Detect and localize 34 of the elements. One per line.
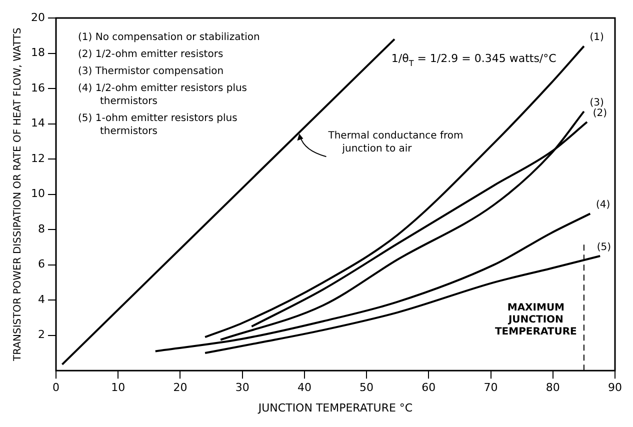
x-tick-label: 70 bbox=[484, 381, 498, 394]
y-tick-label: 16 bbox=[30, 81, 45, 94]
series-label: (4) bbox=[596, 200, 610, 211]
x-tick-label: 50 bbox=[360, 381, 374, 394]
y-tick-label: 14 bbox=[30, 116, 45, 130]
annotation: (3) Thermistor compensation bbox=[78, 66, 224, 77]
annotation: (1) No compensation or stabilization bbox=[78, 32, 260, 43]
y-tick-label: 20 bbox=[30, 10, 45, 24]
y-axis-title: TRANSISTOR POWER DISSIPATION OR RATE OF HEAT FLOW, WATTS bbox=[12, 28, 24, 362]
x-axis-title: JUNCTION TEMPERATURE °C bbox=[257, 401, 413, 414]
y-tick-label: 12 bbox=[30, 152, 45, 165]
y-tick-label: 18 bbox=[30, 46, 45, 60]
series-label: (1) bbox=[590, 32, 604, 44]
annotation: (5) 1-ohm emitter resistors plus thermistors bbox=[78, 113, 238, 137]
y-tick-label: 2 bbox=[38, 328, 45, 342]
y-tick-label: 6 bbox=[38, 258, 45, 271]
x-tick-label: 40 bbox=[297, 381, 312, 394]
series-label: (2) bbox=[592, 108, 608, 120]
y-tick-label: 10 bbox=[30, 187, 45, 200]
y-tick-label: 8 bbox=[38, 222, 45, 236]
ref-line-label: MAXIMUM JUNCTION TEMPERATURE bbox=[494, 302, 578, 338]
annotation: Thermal conductance from junction to air bbox=[327, 130, 464, 155]
x-tick-label: 80 bbox=[546, 381, 560, 394]
x-tick-label: 30 bbox=[235, 381, 250, 394]
series-label: (3) bbox=[590, 97, 604, 108]
x-tick-label: 10 bbox=[111, 381, 126, 394]
x-tick-label: 90 bbox=[608, 381, 622, 394]
annotation: (2) 1/2-ohm emitter resistors bbox=[78, 49, 224, 60]
y-tick-label: 4 bbox=[38, 292, 45, 306]
x-tick-label: 20 bbox=[173, 381, 188, 394]
annotation: (4) 1/2-ohm emitter resistors plus thermistors bbox=[78, 83, 248, 107]
series-label: (5) bbox=[596, 242, 612, 254]
x-tick-label: 0 bbox=[52, 381, 60, 394]
x-tick-label: 60 bbox=[422, 381, 436, 394]
